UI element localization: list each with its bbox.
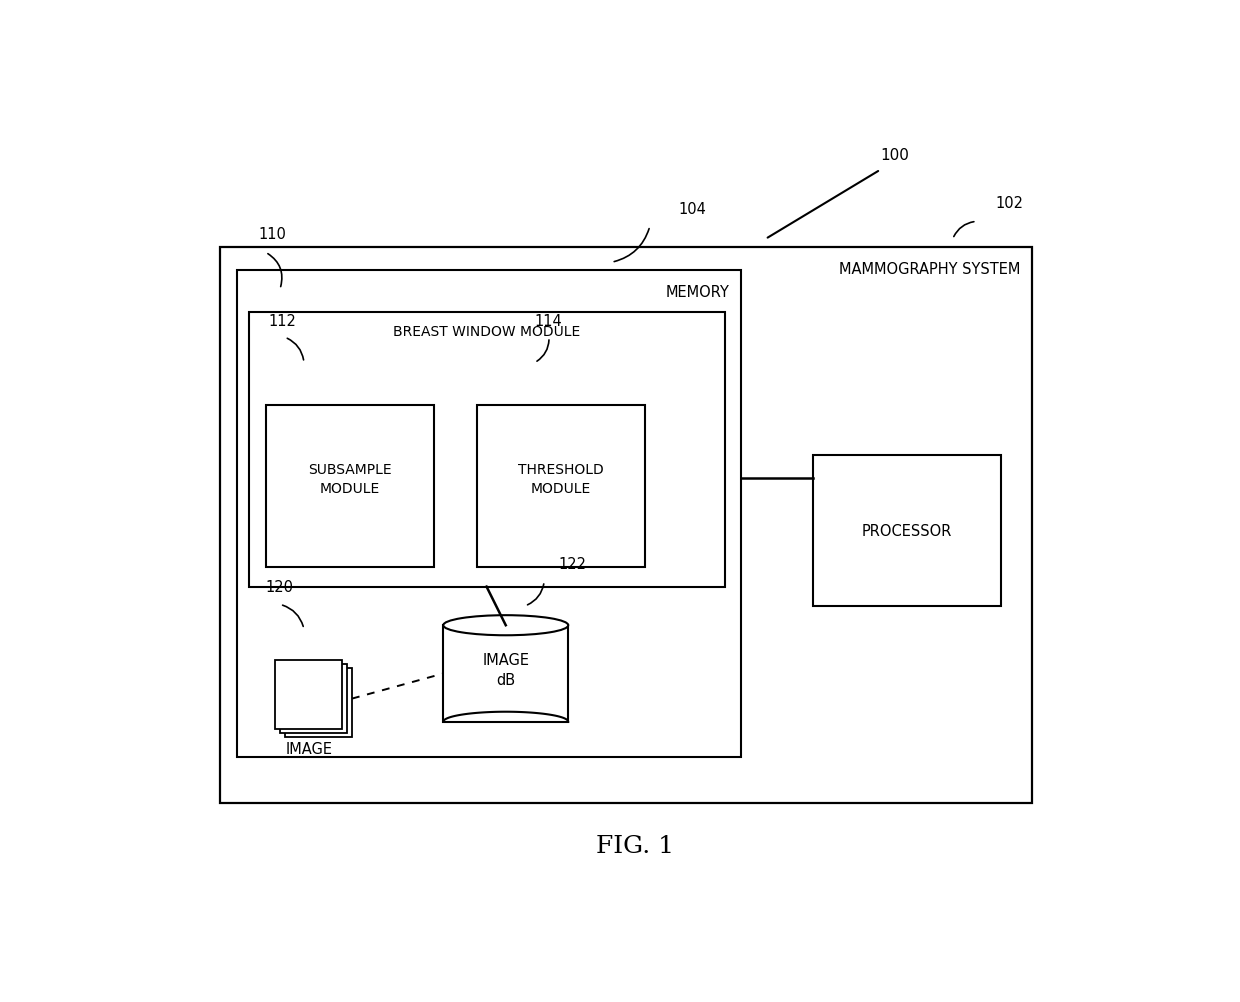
- FancyBboxPatch shape: [477, 406, 645, 568]
- Ellipse shape: [444, 615, 568, 635]
- Text: SUBSAMPLE
MODULE: SUBSAMPLE MODULE: [308, 462, 392, 496]
- Text: 110: 110: [259, 227, 286, 242]
- Text: IMAGE
dB: IMAGE dB: [482, 652, 529, 687]
- Text: 102: 102: [996, 196, 1024, 211]
- Text: 120: 120: [265, 580, 294, 595]
- FancyBboxPatch shape: [444, 625, 568, 722]
- Text: FIG. 1: FIG. 1: [596, 834, 675, 857]
- Text: BREAST WINDOW MODULE: BREAST WINDOW MODULE: [393, 325, 580, 339]
- Text: 114: 114: [534, 314, 563, 329]
- Text: 112: 112: [268, 314, 296, 329]
- Text: PROCESSOR: PROCESSOR: [862, 524, 952, 539]
- FancyBboxPatch shape: [275, 660, 342, 729]
- Text: MAMMOGRAPHY SYSTEM: MAMMOGRAPHY SYSTEM: [839, 262, 1021, 277]
- Text: 122: 122: [558, 556, 587, 571]
- FancyBboxPatch shape: [285, 668, 352, 737]
- Text: MEMORY: MEMORY: [666, 285, 729, 300]
- FancyBboxPatch shape: [280, 664, 347, 733]
- FancyBboxPatch shape: [221, 247, 1033, 803]
- Text: THRESHOLD
MODULE: THRESHOLD MODULE: [518, 462, 604, 496]
- FancyBboxPatch shape: [249, 313, 725, 587]
- FancyBboxPatch shape: [237, 271, 742, 757]
- FancyBboxPatch shape: [265, 406, 434, 568]
- Text: 104: 104: [678, 201, 707, 216]
- Text: 100: 100: [880, 147, 909, 162]
- Text: IMAGE: IMAGE: [285, 741, 332, 757]
- FancyBboxPatch shape: [813, 456, 1001, 606]
